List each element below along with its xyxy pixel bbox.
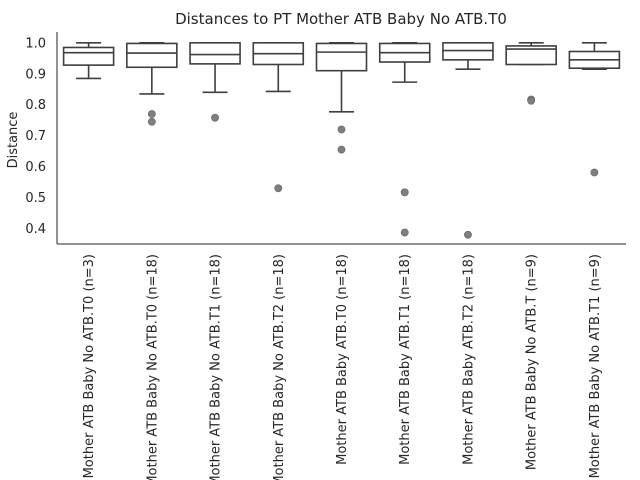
outlier-point	[147, 117, 156, 126]
outlier-point	[400, 188, 409, 197]
outlier-point	[464, 230, 472, 239]
x-tick-label: Mother ATB Baby ATB.T1 (n=18)	[398, 254, 413, 465]
x-tick-label: Mother ATB Baby ATB.T2 (n=18)	[461, 254, 476, 465]
outlier-point	[147, 110, 156, 118]
outlier-point	[590, 168, 599, 177]
x-tick-label: Mother ATB Baby No ATB.T0 (n=18)	[145, 254, 160, 480]
plot-area: 0.4 0.5 0.6 0.7 0.8 0.9 1.0 Mother ATB Baby No …	[25, 32, 626, 480]
outlier-point	[211, 113, 219, 122]
chart-title: Distances to PT Mother ATB Baby No ATB.T…	[175, 10, 507, 28]
x-tick-label: Mother ATB Baby ATB.T0 (n=18)	[335, 254, 350, 465]
x-tick-label: Mother ATB Baby No ATB.T1 (n=9)	[588, 254, 603, 478]
outlier-point	[400, 228, 409, 237]
y-tick-label: 0.6	[25, 160, 46, 175]
outlier-point	[337, 145, 346, 154]
box-iqr	[126, 42, 178, 69]
y-tick-label: 0.9	[25, 67, 46, 82]
outlier-point	[274, 184, 283, 193]
outlier-point	[337, 125, 346, 134]
y-tick-label: 1.0	[25, 36, 46, 51]
y-axis-title: Distance	[6, 112, 21, 169]
x-tick-label: Mother ATB Baby No ATB.T (n=9)	[525, 254, 540, 470]
box-iqr	[62, 46, 115, 66]
outlier-point	[527, 96, 536, 105]
y-tick-label: 0.4	[25, 222, 46, 237]
box-iqr	[189, 42, 241, 65]
x-tick-label: Mother ATB Baby No ATB.T1 (n=18)	[209, 254, 224, 480]
y-tick-label: 0.8	[25, 98, 46, 113]
x-tick-label: Mother ATB Baby No ATB.T0 (n=3)	[82, 254, 97, 478]
box-iqr	[505, 45, 557, 66]
y-tick-label: 0.7	[25, 129, 46, 144]
x-tick-label: Mother ATB Baby No ATB.T2 (n=18)	[272, 254, 287, 480]
box-iqr	[315, 42, 368, 72]
y-tick-label: 0.5	[25, 191, 46, 206]
